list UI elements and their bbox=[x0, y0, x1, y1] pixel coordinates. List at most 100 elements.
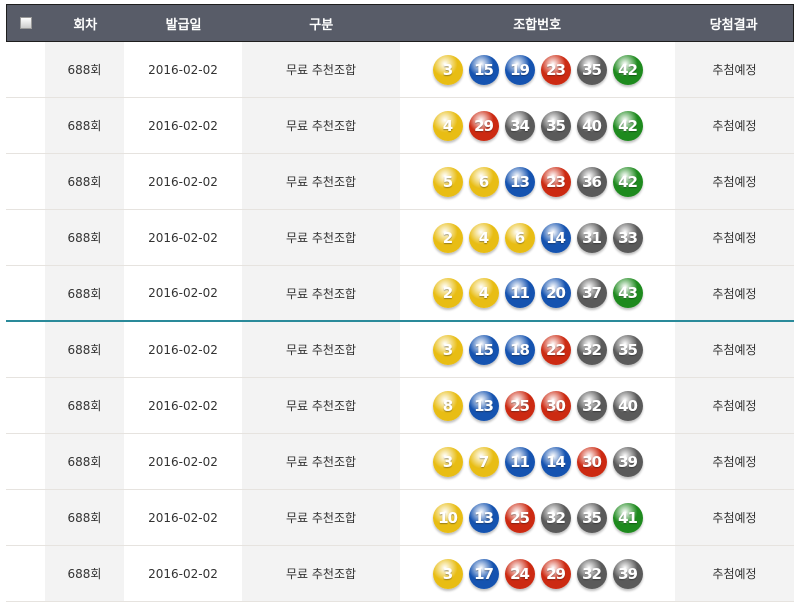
lotto-ball: 11 bbox=[504, 278, 535, 308]
date-cell: 2016-02-02 bbox=[148, 286, 218, 300]
numbers-cell: 3 7 11 14 30 39 bbox=[400, 434, 675, 489]
lotto-ball: 42 bbox=[612, 166, 643, 197]
type-cell: 무료 추천조합 bbox=[242, 378, 400, 433]
result-cell: 추첨예정 bbox=[675, 378, 794, 433]
type-cell: 무료 추천조합 bbox=[242, 546, 400, 601]
numbers-cell: 5 6 13 23 36 42 bbox=[400, 154, 675, 209]
lotto-table: 회차 발급일 구분 조합번호 당첨결과 688회 2016-02-02 무료 추… bbox=[6, 4, 794, 602]
lotto-ball: 32 bbox=[540, 502, 571, 533]
lotto-ball: 34 bbox=[504, 110, 535, 141]
date-cell: 2016-02-02 bbox=[148, 454, 218, 469]
lotto-ball: 3 bbox=[432, 446, 463, 477]
result-cell: 추첨예정 bbox=[675, 42, 794, 97]
type-cell: 무료 추천조합 bbox=[242, 490, 400, 545]
select-all-checkbox[interactable] bbox=[20, 17, 33, 29]
lotto-ball: 40 bbox=[576, 110, 607, 141]
type-cell: 무료 추천조합 bbox=[242, 434, 400, 489]
lotto-ball: 24 bbox=[504, 558, 535, 589]
numbers-cell: 3 17 24 29 32 39 bbox=[400, 546, 675, 601]
lotto-ball: 5 bbox=[432, 166, 463, 197]
lotto-ball: 25 bbox=[504, 502, 535, 533]
numbers-cell: 2 4 6 14 31 33 bbox=[400, 210, 675, 265]
numbers-cell: 2 4 11 20 37 43 bbox=[400, 266, 675, 320]
lotto-ball: 37 bbox=[576, 278, 607, 308]
round-cell: 688회 bbox=[45, 434, 124, 489]
row-select-cell bbox=[6, 322, 45, 377]
lotto-ball: 39 bbox=[612, 558, 643, 589]
lotto-ball: 42 bbox=[612, 54, 643, 85]
lotto-ball: 13 bbox=[468, 390, 499, 421]
lotto-ball: 41 bbox=[612, 502, 643, 533]
date-cell: 2016-02-02 bbox=[148, 62, 218, 77]
lotto-ball: 30 bbox=[540, 390, 571, 421]
lotto-ball: 39 bbox=[612, 446, 643, 477]
numbers-cell: 4 29 34 35 40 42 bbox=[400, 98, 675, 153]
type-cell: 무료 추천조합 bbox=[242, 98, 400, 153]
table-row: 688회 2016-02-02 무료 추천조합 10 13 25 32 35 41 추첨예… bbox=[6, 490, 794, 546]
lotto-ball: 3 bbox=[432, 54, 463, 85]
lotto-ball: 35 bbox=[576, 502, 607, 533]
lotto-ball: 33 bbox=[612, 222, 643, 253]
date-cell: 2016-02-02 bbox=[148, 398, 218, 413]
header-type: 구분 bbox=[309, 17, 334, 33]
result-cell: 추첨예정 bbox=[675, 210, 794, 265]
lotto-ball: 14 bbox=[540, 222, 571, 253]
date-cell: 2016-02-02 bbox=[148, 566, 218, 581]
lotto-ball: 6 bbox=[504, 222, 535, 253]
lotto-ball: 4 bbox=[468, 278, 499, 308]
numbers-cell: 8 13 25 30 32 40 bbox=[400, 378, 675, 433]
select-all-cell bbox=[7, 17, 46, 29]
table-row: 688회 2016-02-02 무료 추천조합 3 17 24 29 32 39 추첨예정 bbox=[6, 546, 794, 602]
round-cell: 688회 bbox=[45, 546, 124, 601]
lotto-ball: 42 bbox=[612, 110, 643, 141]
result-cell: 추첨예정 bbox=[675, 98, 794, 153]
result-cell: 추첨예정 bbox=[675, 546, 794, 601]
lotto-ball: 7 bbox=[468, 446, 499, 477]
numbers-cell: 3 15 19 23 35 42 bbox=[400, 42, 675, 97]
row-select-cell bbox=[6, 378, 45, 433]
lotto-ball: 13 bbox=[504, 166, 535, 197]
date-cell: 2016-02-02 bbox=[148, 342, 218, 357]
row-select-cell bbox=[6, 546, 45, 601]
lotto-ball: 40 bbox=[612, 390, 643, 421]
row-select-cell bbox=[6, 42, 45, 97]
lotto-ball: 3 bbox=[432, 334, 463, 365]
lotto-ball: 6 bbox=[468, 166, 499, 197]
lotto-ball: 29 bbox=[468, 110, 499, 141]
numbers-cell: 10 13 25 32 35 41 bbox=[400, 490, 675, 545]
row-select-cell bbox=[6, 98, 45, 153]
lotto-ball: 2 bbox=[432, 222, 463, 253]
result-cell: 추첨예정 bbox=[675, 490, 794, 545]
table-header: 회차 발급일 구분 조합번호 당첨결과 bbox=[6, 4, 794, 42]
type-cell: 무료 추천조합 bbox=[242, 322, 400, 377]
lotto-ball: 36 bbox=[576, 166, 607, 197]
table-row: 688회 2016-02-02 무료 추천조합 4 29 34 35 40 42 추첨예정 bbox=[6, 98, 794, 154]
result-cell: 추첨예정 bbox=[675, 322, 794, 377]
table-row: 688회 2016-02-02 무료 추천조합 2 4 11 20 37 43 추첨예정 bbox=[6, 266, 794, 322]
lotto-ball: 11 bbox=[504, 446, 535, 477]
round-cell: 688회 bbox=[45, 210, 124, 265]
round-cell: 688회 bbox=[45, 42, 124, 97]
lotto-ball: 3 bbox=[432, 558, 463, 589]
type-cell: 무료 추천조합 bbox=[242, 266, 400, 320]
header-round: 회차 bbox=[73, 17, 98, 33]
row-select-cell bbox=[6, 154, 45, 209]
lotto-ball: 35 bbox=[612, 334, 643, 365]
lotto-ball: 30 bbox=[576, 446, 607, 477]
lotto-ball: 2 bbox=[432, 278, 463, 308]
date-cell: 2016-02-02 bbox=[148, 118, 218, 133]
table-row: 688회 2016-02-02 무료 추천조합 3 15 19 23 35 42 추첨예정 bbox=[6, 42, 794, 98]
round-cell: 688회 bbox=[45, 378, 124, 433]
lotto-ball: 18 bbox=[504, 334, 535, 365]
table-row: 688회 2016-02-02 무료 추천조합 2 4 6 14 31 33 추첨예정 bbox=[6, 210, 794, 266]
lotto-ball: 17 bbox=[468, 558, 499, 589]
lotto-ball: 32 bbox=[576, 390, 607, 421]
lotto-ball: 29 bbox=[540, 558, 571, 589]
lotto-ball: 22 bbox=[540, 334, 571, 365]
round-cell: 688회 bbox=[45, 490, 124, 545]
row-select-cell bbox=[6, 434, 45, 489]
table-row: 688회 2016-02-02 무료 추천조합 3 15 18 22 32 35 추첨예정 bbox=[6, 322, 794, 378]
round-cell: 688회 bbox=[45, 322, 124, 377]
lotto-ball: 35 bbox=[576, 54, 607, 85]
result-cell: 추첨예정 bbox=[675, 434, 794, 489]
